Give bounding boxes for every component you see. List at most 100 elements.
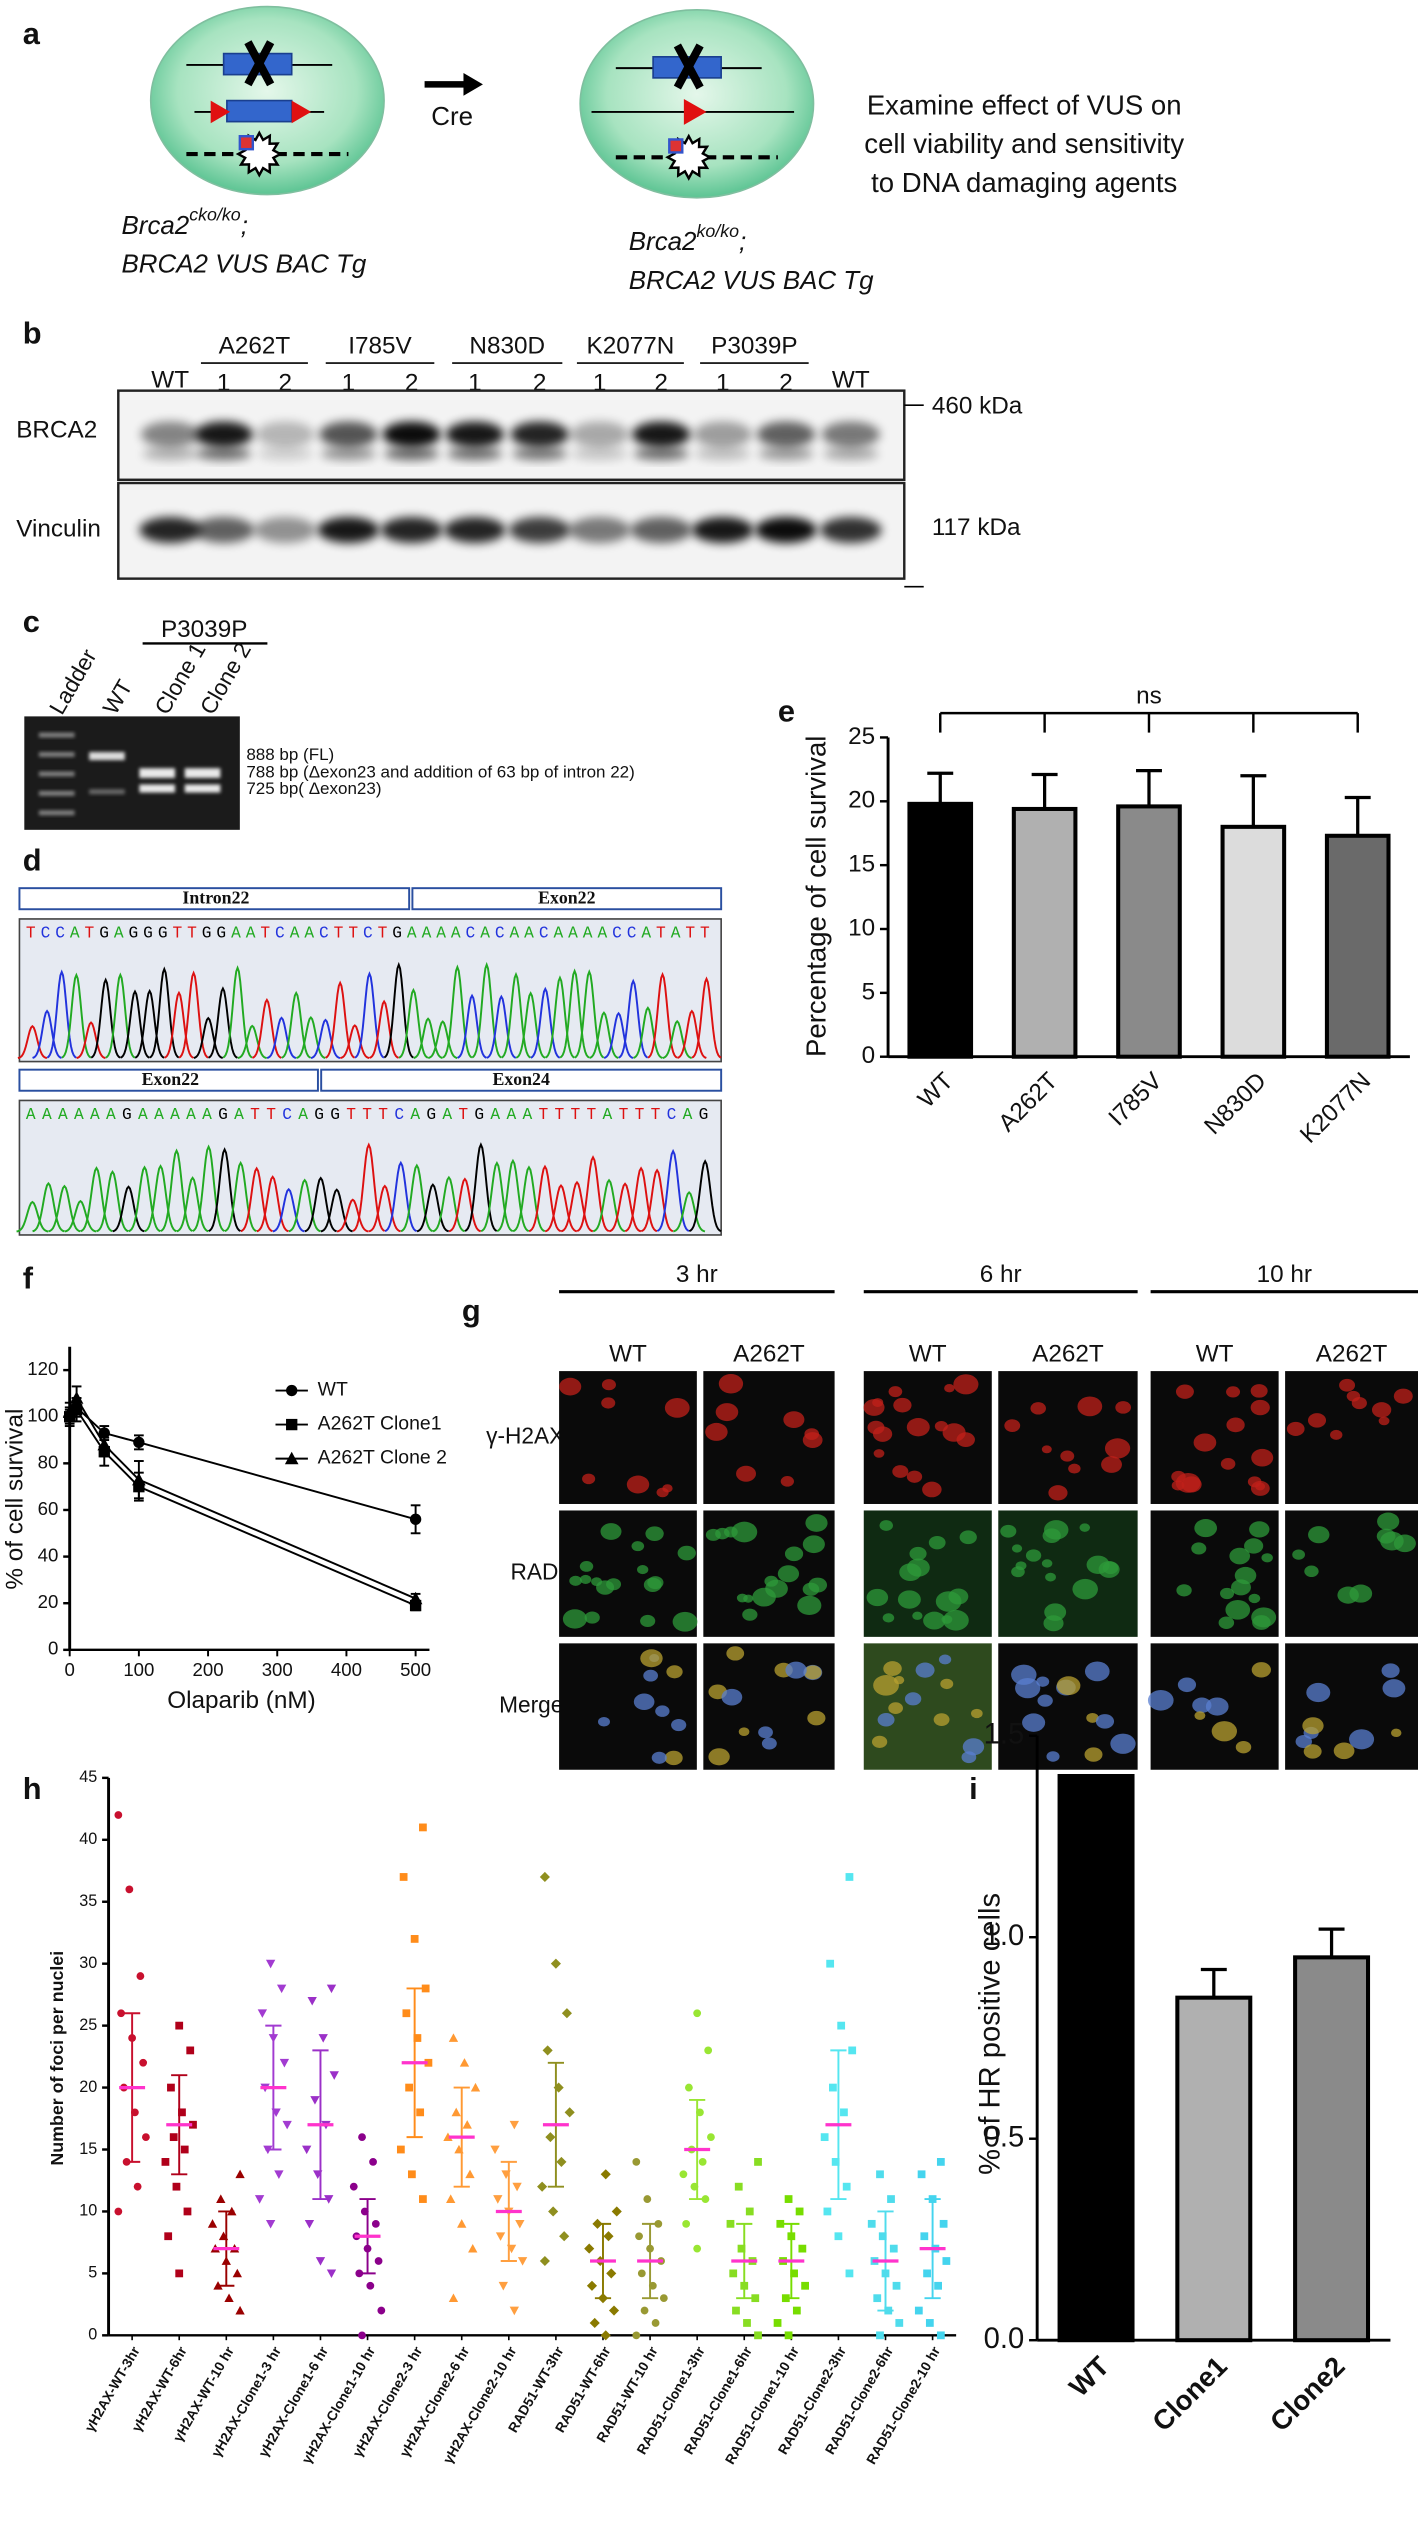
point (920, 2232, 929, 2241)
peak (32, 1181, 65, 1233)
nucleus (1349, 1584, 1373, 1603)
point (745, 2207, 754, 2216)
peak (90, 977, 121, 1059)
band (444, 517, 506, 543)
point (545, 2132, 556, 2143)
point (274, 2170, 284, 2179)
nucleus (1225, 1599, 1251, 1620)
nucleus (1056, 1676, 1081, 1696)
point (584, 2243, 595, 2254)
legend-marker (286, 1384, 298, 1397)
gel-band (139, 784, 176, 793)
nucleus (1302, 1717, 1324, 1735)
nucleus (640, 1649, 663, 1668)
arrow-label: Cre (431, 103, 473, 131)
region-label: Intron22 (182, 888, 249, 908)
point (539, 1871, 550, 1883)
column-label: WT (609, 1340, 647, 1367)
point (495, 2232, 506, 2241)
micrograph (998, 1371, 1138, 1504)
nucleus (777, 1565, 800, 1583)
y-axis-label: % of HR positive cells (974, 1893, 1006, 2175)
nucleus (631, 1541, 645, 1552)
point (468, 2243, 478, 2253)
lane-group: A262T (219, 332, 291, 359)
nucleus (1043, 1615, 1064, 1632)
point (421, 1984, 430, 1993)
nucleus (647, 1576, 664, 1590)
point (416, 2108, 425, 2117)
band (823, 447, 879, 461)
base: A (524, 925, 534, 943)
point (265, 1959, 276, 1969)
y-tick-label: 10 (848, 914, 875, 941)
peak (160, 1148, 193, 1232)
point (611, 2206, 622, 2217)
point (608, 2305, 620, 2316)
x-tick-label: 200 (193, 1659, 224, 1680)
base: C (41, 925, 51, 943)
lane-group: N830D (469, 332, 545, 359)
point (125, 1885, 134, 1894)
base: A (422, 925, 432, 943)
point (509, 2306, 519, 2316)
point (603, 2231, 614, 2242)
nucleus (1381, 1663, 1400, 1678)
base: C (363, 925, 373, 943)
nucleus (1110, 1733, 1136, 1754)
peak (237, 1024, 267, 1060)
genotype: Brca2cko/ko; (122, 204, 248, 239)
band (142, 447, 198, 461)
nucleus (584, 1611, 600, 1624)
x-tick-label: K2077N (1295, 1067, 1376, 1148)
column-label: A262T (1316, 1340, 1388, 1367)
band (319, 421, 378, 448)
point (640, 2306, 649, 2315)
base: G (426, 1106, 436, 1124)
band (821, 421, 880, 448)
point (175, 2269, 184, 2278)
lane-label: WT (832, 366, 870, 393)
nucleus (1234, 1566, 1257, 1585)
base: G (143, 925, 153, 943)
legend-marker (284, 1451, 299, 1465)
nucleus (579, 1561, 594, 1572)
point (315, 2257, 326, 2266)
nucleus (1084, 1661, 1110, 1682)
y-tick-label: 20 (848, 787, 875, 814)
panel-label: d (23, 842, 42, 877)
nucleus (1077, 1396, 1103, 1417)
base: A (597, 925, 607, 943)
point (279, 2058, 290, 2068)
point (232, 2268, 242, 2278)
point (302, 2145, 312, 2155)
base: T (348, 925, 358, 943)
legend-label: WT (318, 1379, 348, 1401)
point (704, 2046, 713, 2055)
point (542, 2045, 553, 2056)
nucleus (953, 1374, 979, 1395)
point (117, 2009, 125, 2018)
band-label: 725 bp( Δexon23) (246, 779, 381, 798)
description: cell viability and sensitivity (864, 128, 1184, 159)
nucleus (1004, 1419, 1021, 1432)
nucleus (1086, 1712, 1099, 1723)
size-marker: 117 kDa (932, 514, 1021, 541)
point (693, 2244, 702, 2253)
point (515, 2219, 525, 2229)
base: A (42, 1106, 52, 1124)
nucleus (923, 1611, 946, 1630)
peak (105, 972, 136, 1059)
point (186, 2046, 195, 2055)
base: A (90, 1106, 100, 1124)
bac (235, 130, 283, 178)
point (698, 2158, 707, 2166)
y-tick-label: 5 (88, 2264, 97, 2282)
peak (354, 971, 385, 1059)
y-tick-label: 20 (79, 2078, 97, 2096)
band (693, 421, 752, 448)
peak (560, 1180, 594, 1233)
y-tick-label: 1.0 (984, 1920, 1025, 1952)
point (304, 2219, 315, 2229)
